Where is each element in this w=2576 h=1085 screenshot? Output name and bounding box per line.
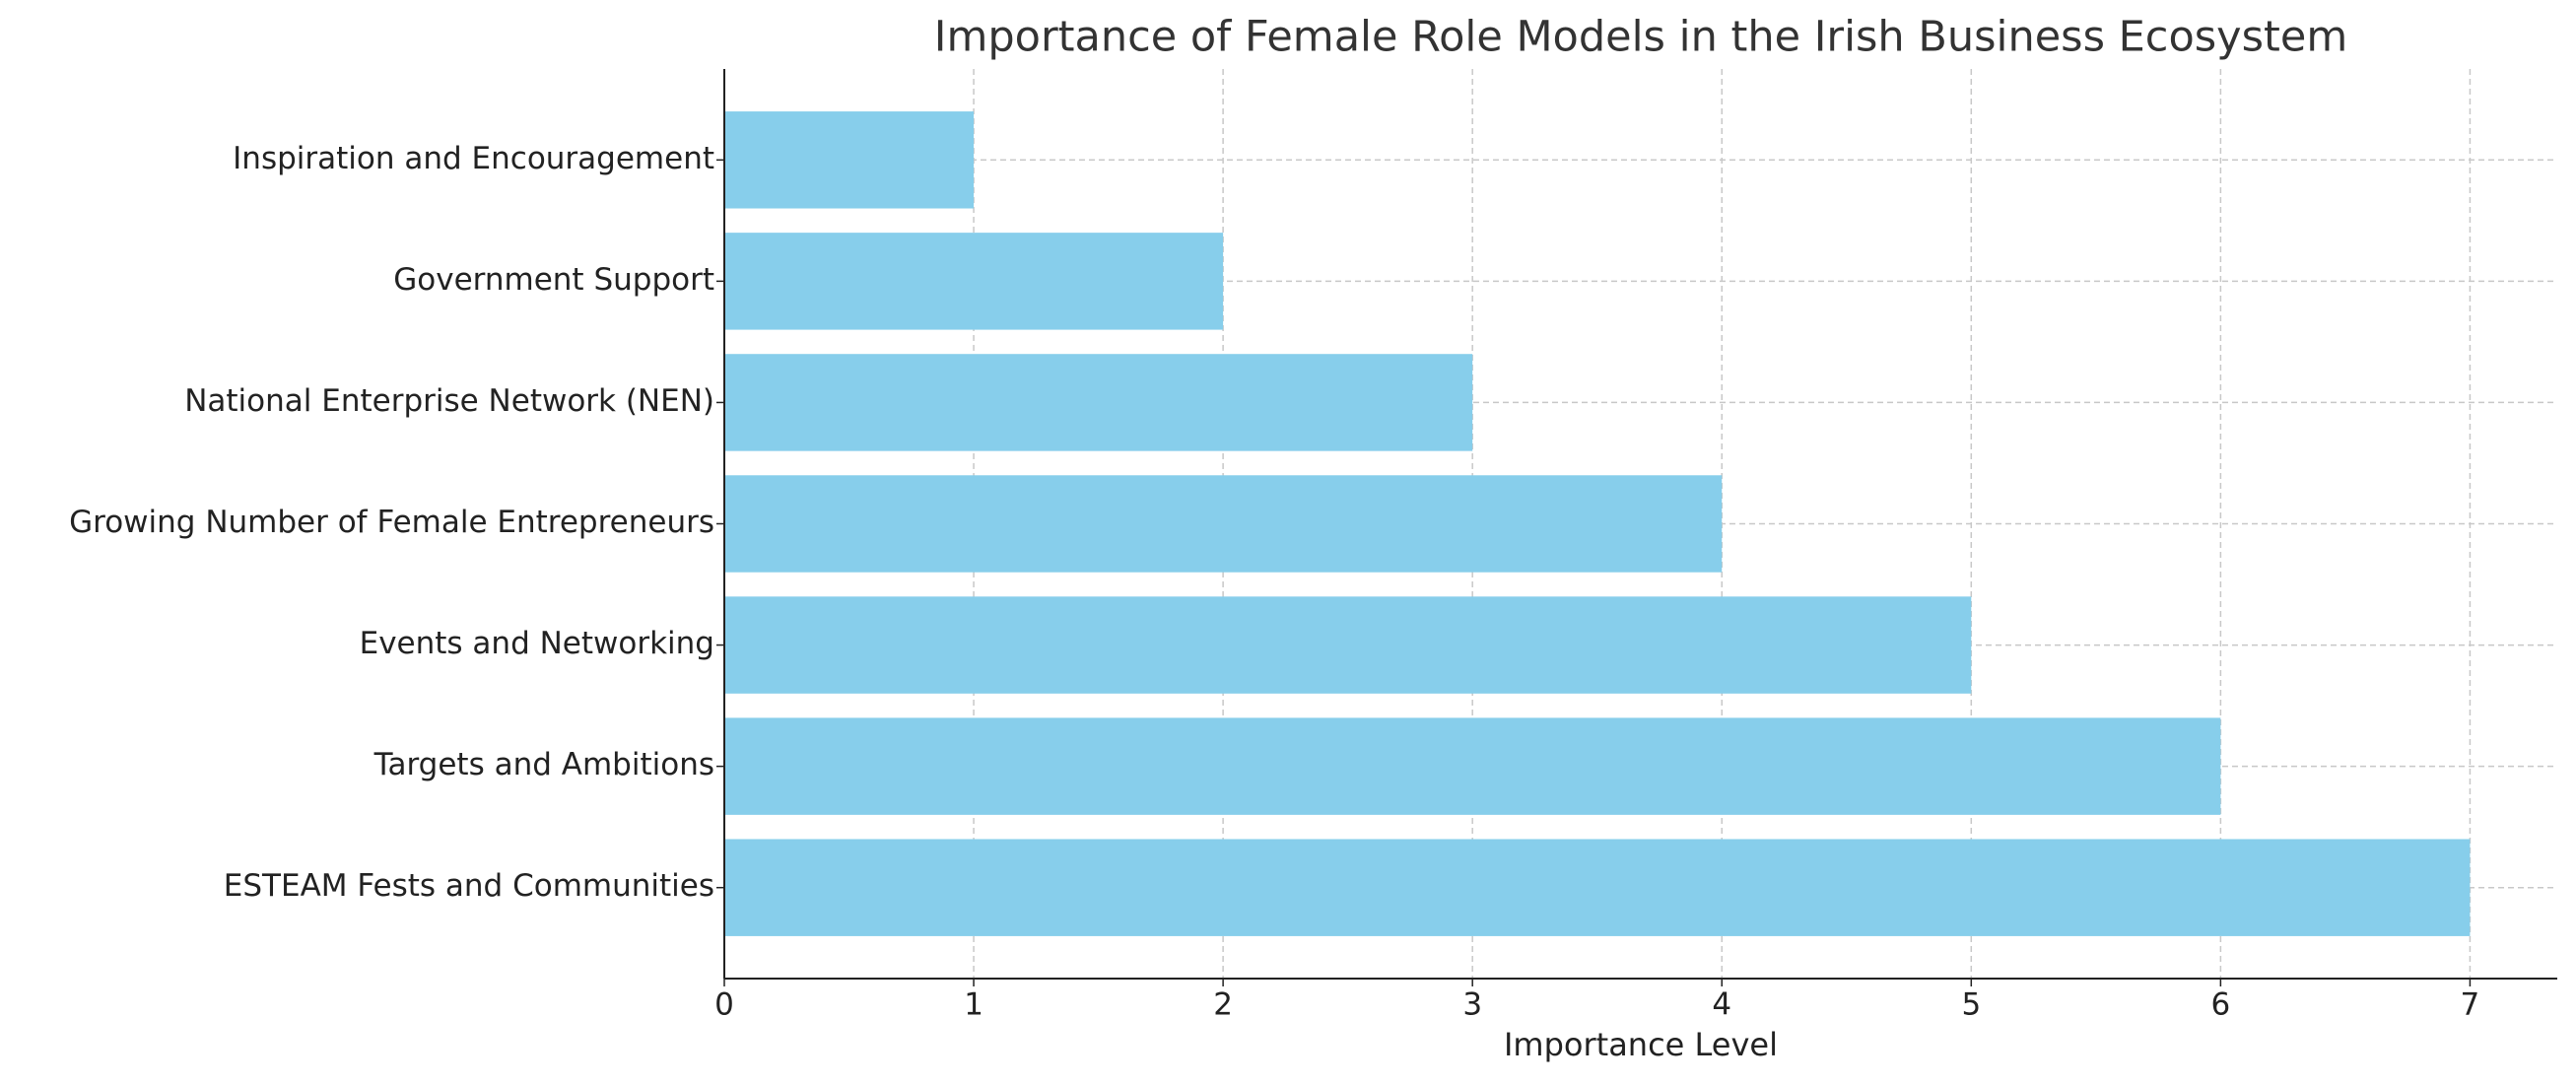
x-tick-label: 6 [2211, 987, 2231, 1023]
bar [724, 596, 1972, 694]
bar [724, 233, 1224, 330]
x-axis-label: Importance Level [1504, 1026, 1778, 1063]
chart-title: Importance of Female Role Models in the … [934, 13, 2347, 62]
y-tick-label: National Enterprise Network (NEN) [184, 383, 714, 419]
bar [724, 354, 1473, 451]
x-tick-label: 7 [2461, 987, 2480, 1023]
x-tick-label: 0 [714, 987, 734, 1023]
y-tick-label: Inspiration and Encouragement [233, 141, 714, 176]
x-tick-label: 1 [964, 987, 983, 1023]
x-tick-label: 5 [1961, 987, 1981, 1023]
y-tick-label: Growing Number of Female Entrepreneurs [69, 505, 714, 540]
bar [724, 475, 1723, 573]
x-tick-label: 4 [1712, 987, 1731, 1023]
y-tick-label: Government Support [393, 262, 714, 298]
y-tick-label: ESTEAM Fests and Communities [224, 868, 714, 904]
x-tick-label: 2 [1213, 987, 1233, 1023]
bar [724, 111, 975, 209]
y-tick-label: Targets and Ambitions [373, 747, 714, 782]
y-tick-label: Events and Networking [360, 626, 714, 661]
bar [724, 717, 2221, 815]
bar [724, 839, 2471, 936]
x-tick-label: 3 [1462, 987, 1482, 1023]
